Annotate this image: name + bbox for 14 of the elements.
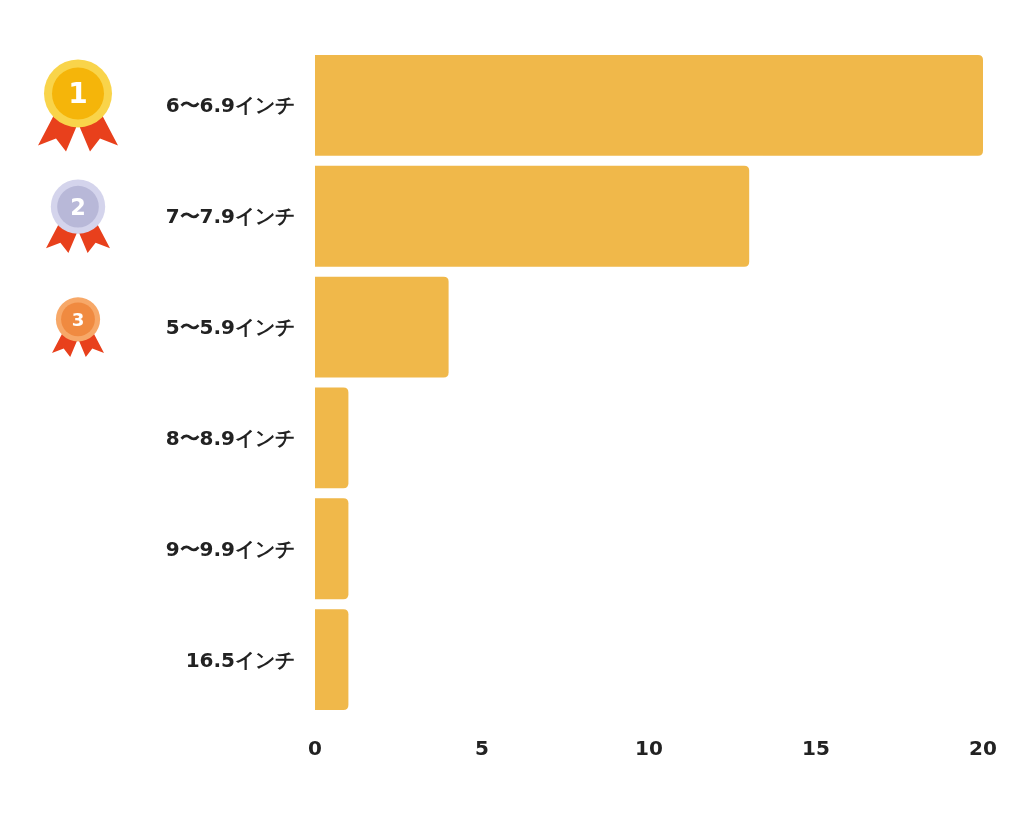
x-tick-label: 10 [635, 736, 663, 760]
y-tick-label: 5〜5.9インチ [165, 315, 295, 340]
text: 2 [70, 193, 86, 220]
x-tick-label: 15 [802, 736, 830, 760]
y-tick-label: 9〜9.9インチ [165, 536, 295, 561]
x-tick-label: 0 [308, 736, 322, 760]
y-tick-label: 6〜6.9インチ [165, 93, 295, 118]
text: 3 [71, 308, 85, 330]
y-tick-label: 8〜8.9インチ [165, 425, 295, 450]
x-tick-label: 20 [969, 736, 997, 760]
y-tick-label: 16.5インチ [185, 647, 295, 672]
y-tick-label: 7〜7.9インチ [165, 204, 295, 229]
text: 1 [68, 77, 88, 111]
x-tick-label: 5 [475, 736, 489, 760]
